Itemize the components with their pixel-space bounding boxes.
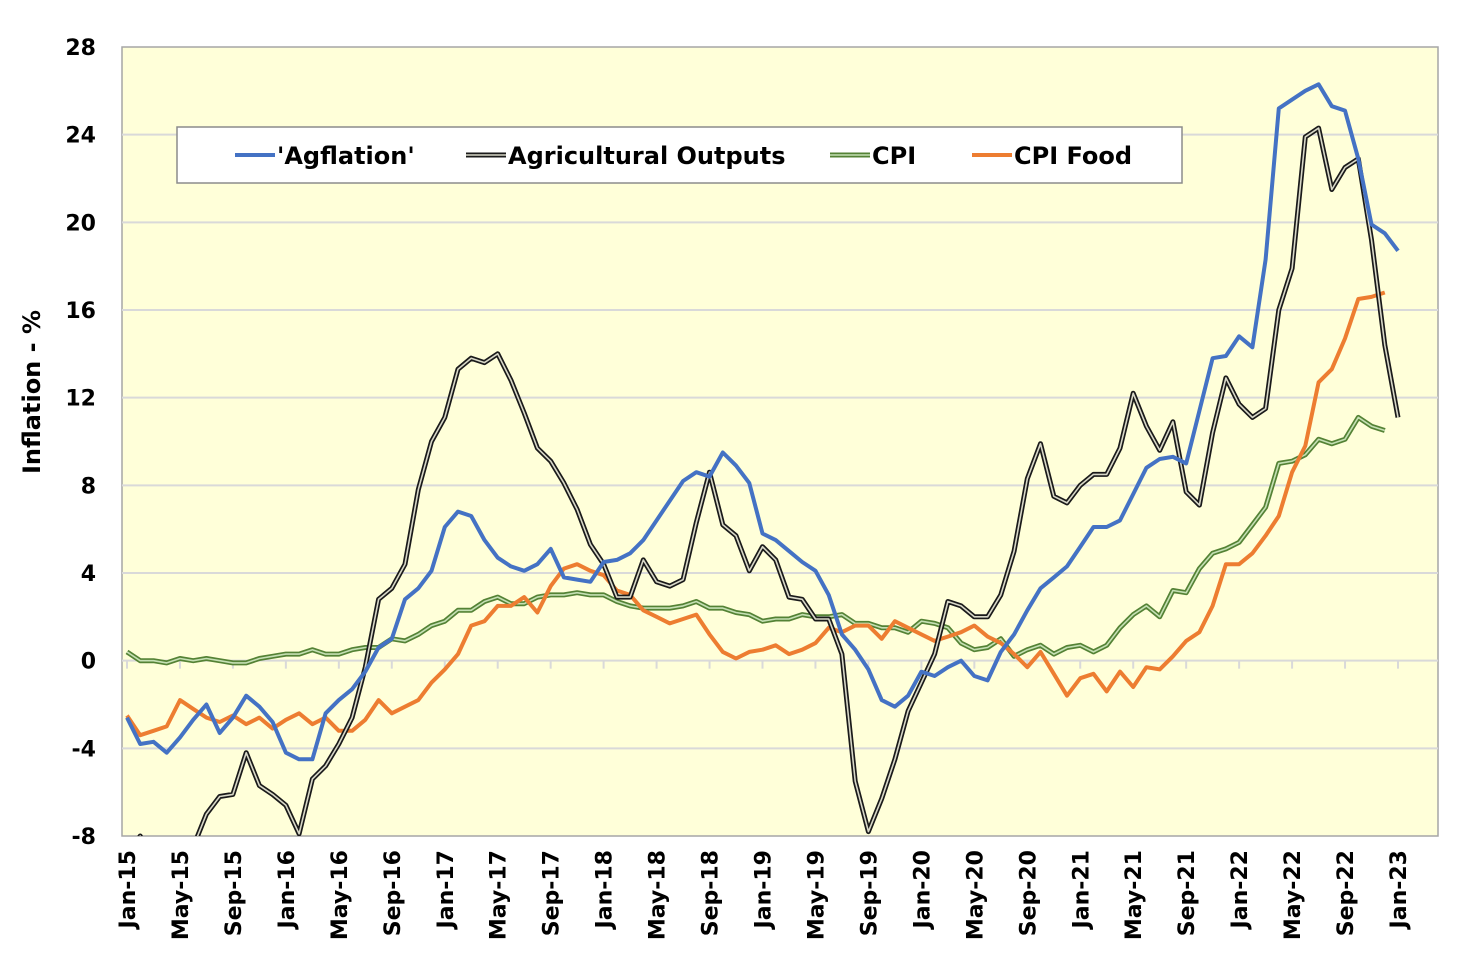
x-tick-label: Sep-21 <box>1175 850 1200 936</box>
series-line-agflation <box>125 82 1400 762</box>
legend-label: Agricultural Outputs <box>508 142 786 170</box>
legend-label: 'Agflation' <box>277 142 415 170</box>
x-tick-label: Jan-23 <box>1387 850 1412 930</box>
series-line-cpi-food <box>125 290 1386 738</box>
x-tick-label: Sep-17 <box>540 850 565 936</box>
x-tick-label: May-20 <box>963 850 988 940</box>
x-tick-label: Jan-20 <box>910 850 935 930</box>
x-tick-label: Jan-22 <box>1228 850 1253 930</box>
legend: 'Agflation' Agricultural Outputs CPI CPI Fo… <box>176 126 1183 184</box>
legend-label: CPI Food <box>1014 142 1132 170</box>
legend-item: CPI <box>830 142 916 170</box>
y-tick-label: -4 <box>72 737 96 762</box>
y-tick-label: -8 <box>72 825 96 850</box>
y-tick-label: 28 <box>65 36 96 61</box>
x-tick-label: May-16 <box>328 850 353 940</box>
x-axis: Jan-15 May-15 Sep-15 Jan-16 May-16 Sep-16 Jan-… <box>116 660 1412 940</box>
y-tick-label: 8 <box>81 474 96 499</box>
x-tick-label: Sep-19 <box>857 850 882 936</box>
y-tick-label: 24 <box>65 124 96 149</box>
y-axis-label: Inflation - % <box>18 310 46 474</box>
y-axis: -8 -4 0 4 8 12 16 20 24 28 <box>65 36 96 850</box>
y-tick-label: 20 <box>65 211 96 236</box>
x-tick-label: Sep-15 <box>222 850 247 936</box>
x-tick-label: May-15 <box>169 850 194 940</box>
x-tick-label: Jan-17 <box>434 850 459 930</box>
y-tick-label: 0 <box>81 650 96 675</box>
x-tick-label: Sep-18 <box>699 850 724 936</box>
y-tick-label: 4 <box>81 562 96 587</box>
x-tick-label: Jan-15 <box>116 850 141 930</box>
series-line-agricultural-outputs <box>137 125 1401 836</box>
legend-item: CPI Food <box>972 142 1132 170</box>
x-tick-label: May-22 <box>1281 850 1306 940</box>
legend-item: 'Agflation' <box>235 142 415 170</box>
y-tick-label: 12 <box>65 387 96 412</box>
x-tick-label: Sep-16 <box>381 850 406 936</box>
x-tick-label: May-17 <box>487 850 512 940</box>
x-tick-label: May-18 <box>646 850 671 940</box>
x-tick-label: Jan-21 <box>1069 850 1094 930</box>
x-tick-label: Jan-18 <box>593 850 618 930</box>
x-tick-label: May-21 <box>1122 850 1147 940</box>
legend-item: Agricultural Outputs <box>466 142 786 170</box>
series-line-cpi <box>125 414 1386 666</box>
x-tick-label: Sep-22 <box>1334 850 1359 936</box>
x-tick-label: Jan-19 <box>752 850 777 930</box>
x-tick-label: Jan-16 <box>275 850 300 930</box>
x-tick-label: May-19 <box>804 850 829 940</box>
x-tick-label: Sep-20 <box>1016 850 1041 936</box>
series-lines <box>125 82 1401 836</box>
y-tick-label: 16 <box>65 299 96 324</box>
gridlines <box>122 133 1438 750</box>
legend-label: CPI <box>872 142 916 170</box>
